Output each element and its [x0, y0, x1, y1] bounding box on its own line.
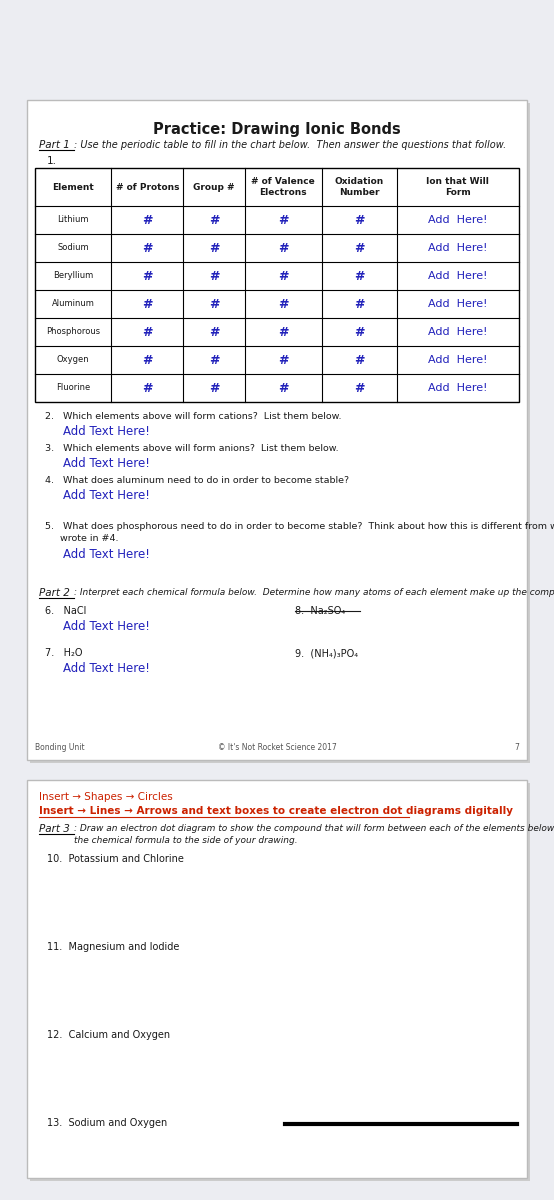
- Text: 10.  Potassium and Chlorine: 10. Potassium and Chlorine: [47, 854, 184, 864]
- Text: Sodium: Sodium: [58, 244, 89, 252]
- Text: #: #: [278, 214, 289, 227]
- Text: #: #: [142, 325, 152, 338]
- Text: #: #: [209, 382, 219, 395]
- Text: #: #: [354, 354, 365, 366]
- Bar: [27, 780, 527, 1178]
- Text: Add Text Here!: Add Text Here!: [63, 662, 150, 674]
- Text: #: #: [209, 241, 219, 254]
- Text: #: #: [354, 298, 365, 311]
- Text: #: #: [354, 214, 365, 227]
- Text: #: #: [209, 214, 219, 227]
- Text: #: #: [278, 354, 289, 366]
- Bar: [30, 103, 530, 763]
- Text: 12.  Calcium and Oxygen: 12. Calcium and Oxygen: [47, 1030, 170, 1040]
- Text: 4.   What does aluminum need to do in order to become stable?: 4. What does aluminum need to do in orde…: [45, 476, 349, 485]
- Text: : Interpret each chemical formula below.  Determine how many atoms of each eleme: : Interpret each chemical formula below.…: [74, 588, 554, 596]
- Text: Aluminum: Aluminum: [52, 300, 95, 308]
- Text: # of Valence
Electrons: # of Valence Electrons: [252, 178, 315, 197]
- Text: #: #: [142, 214, 152, 227]
- Text: 7: 7: [514, 744, 519, 752]
- Text: #: #: [209, 270, 219, 282]
- Text: #: #: [278, 298, 289, 311]
- Text: #: #: [209, 298, 219, 311]
- Text: Element: Element: [53, 182, 94, 192]
- Text: #: #: [209, 325, 219, 338]
- Text: #: #: [354, 382, 365, 395]
- Text: #: #: [354, 325, 365, 338]
- Text: 2.   Which elements above will form cations?  List them below.: 2. Which elements above will form cation…: [45, 412, 341, 421]
- Text: Add  Here!: Add Here!: [428, 271, 488, 281]
- Bar: [27, 100, 527, 760]
- Text: #: #: [354, 270, 365, 282]
- Text: Add Text Here!: Add Text Here!: [63, 548, 150, 560]
- Text: wrote in #4.: wrote in #4.: [45, 534, 119, 542]
- Text: #: #: [278, 325, 289, 338]
- Text: #: #: [142, 270, 152, 282]
- Text: # of Protons: # of Protons: [116, 182, 179, 192]
- Text: Add Text Here!: Add Text Here!: [63, 457, 150, 470]
- Text: Add  Here!: Add Here!: [428, 242, 488, 253]
- Text: #: #: [354, 241, 365, 254]
- Text: Part 1: Part 1: [39, 140, 70, 150]
- Text: Add  Here!: Add Here!: [428, 215, 488, 226]
- Text: Oxidation
Number: Oxidation Number: [335, 178, 384, 197]
- Text: Group #: Group #: [193, 182, 235, 192]
- Text: 6.   NaCl: 6. NaCl: [45, 606, 86, 616]
- Text: Oxygen: Oxygen: [57, 355, 90, 365]
- Text: #: #: [278, 270, 289, 282]
- Text: Lithium: Lithium: [58, 216, 89, 224]
- Text: 13.  Sodium and Oxygen: 13. Sodium and Oxygen: [47, 1118, 167, 1128]
- Text: Practice: Drawing Ionic Bonds: Practice: Drawing Ionic Bonds: [153, 122, 401, 137]
- Text: Insert → Shapes → Circles: Insert → Shapes → Circles: [39, 792, 173, 802]
- Text: © It's Not Rocket Science 2017: © It's Not Rocket Science 2017: [218, 744, 336, 752]
- Text: Phosphorous: Phosphorous: [46, 328, 100, 336]
- Text: 11.  Magnesium and Iodide: 11. Magnesium and Iodide: [47, 942, 179, 952]
- Bar: [30, 782, 530, 1181]
- Text: #: #: [278, 382, 289, 395]
- Text: 8.  Na₂SO₄: 8. Na₂SO₄: [295, 606, 345, 616]
- Text: 7.   H₂O: 7. H₂O: [45, 648, 83, 658]
- Text: Bonding Unit: Bonding Unit: [35, 744, 85, 752]
- Text: 5.   What does phosphorous need to do in order to become stable?  Think about ho: 5. What does phosphorous need to do in o…: [45, 522, 554, 530]
- Text: Add  Here!: Add Here!: [428, 326, 488, 337]
- Text: the chemical formula to the side of your drawing.: the chemical formula to the side of your…: [74, 836, 297, 845]
- Text: #: #: [142, 354, 152, 366]
- Text: Part 2: Part 2: [39, 588, 70, 598]
- Text: #: #: [142, 298, 152, 311]
- Text: Add Text Here!: Add Text Here!: [63, 490, 150, 502]
- Text: #: #: [142, 241, 152, 254]
- Text: Beryllium: Beryllium: [53, 271, 94, 281]
- Bar: [35, 168, 519, 402]
- Text: Part 3: Part 3: [39, 824, 70, 834]
- Text: Fluorine: Fluorine: [56, 384, 90, 392]
- Text: 9.  (NH₄)₃PO₄: 9. (NH₄)₃PO₄: [295, 648, 358, 658]
- Text: Add Text Here!: Add Text Here!: [63, 620, 150, 634]
- Text: Add  Here!: Add Here!: [428, 299, 488, 308]
- Text: 1.: 1.: [47, 156, 57, 166]
- Text: Insert → Lines → Arrows and text boxes to create electron dot diagrams digitally: Insert → Lines → Arrows and text boxes t…: [39, 806, 513, 816]
- Text: #: #: [209, 354, 219, 366]
- Text: Add  Here!: Add Here!: [428, 355, 488, 365]
- Text: 3.   Which elements above will form anions?  List them below.: 3. Which elements above will form anions…: [45, 444, 338, 452]
- Text: Add Text Here!: Add Text Here!: [63, 425, 150, 438]
- Text: #: #: [278, 241, 289, 254]
- Text: #: #: [142, 382, 152, 395]
- Text: Add  Here!: Add Here!: [428, 383, 488, 392]
- Text: : Draw an electron dot diagram to show the compound that will form between each : : Draw an electron dot diagram to show t…: [74, 824, 554, 833]
- Text: Ion that Will
Form: Ion that Will Form: [427, 178, 489, 197]
- Text: : Use the periodic table to fill in the chart below.  Then answer the questions : : Use the periodic table to fill in the …: [74, 140, 506, 150]
